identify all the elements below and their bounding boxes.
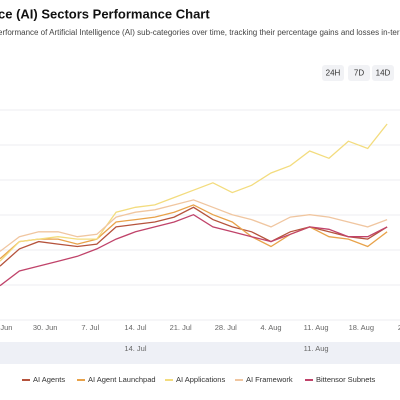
series-line	[0, 199, 388, 252]
range-button[interactable]	[322, 65, 344, 81]
navigator-label: 14. Jul	[124, 344, 146, 353]
x-tick-label: 7. Jul	[81, 323, 99, 332]
range-button-label[interactable]: 24H	[326, 69, 341, 78]
legend-label[interactable]: AI Agent Launchpad	[88, 375, 156, 384]
x-tick-label: 28. Jul	[215, 323, 237, 332]
x-tick-label: Jun	[0, 323, 12, 332]
series-line	[0, 206, 388, 267]
series-line	[0, 123, 388, 262]
chart-title: ce (AI) Sectors Performance Chart	[0, 6, 210, 21]
legend-label[interactable]: AI Framework	[246, 375, 293, 384]
range-button-label[interactable]: 7D	[354, 69, 364, 78]
x-tick-label: 2	[398, 323, 400, 332]
navigator[interactable]	[0, 342, 400, 364]
x-tick-label: 18. Aug	[349, 323, 374, 332]
x-tick-label: 11. Aug	[304, 323, 329, 332]
legend-label[interactable]: Bittensor Subnets	[316, 375, 375, 384]
x-tick-label: 30. Jun	[33, 323, 58, 332]
x-tick-label: 21. Jul	[170, 323, 192, 332]
x-tick-label: 4. Aug	[260, 323, 281, 332]
legend-label[interactable]: AI Agents	[33, 375, 65, 384]
navigator-label: 11. Aug	[304, 344, 329, 353]
range-button[interactable]	[372, 65, 394, 81]
series-line	[0, 213, 388, 287]
legend-label[interactable]: AI Applications	[176, 375, 225, 384]
chart-subtitle: erformance of Artificial Intelligence (A…	[0, 28, 400, 37]
x-tick-label: 14. Jul	[124, 323, 146, 332]
range-button-label[interactable]: 14D	[376, 69, 391, 78]
range-button[interactable]	[348, 65, 370, 81]
series-line	[0, 204, 388, 260]
